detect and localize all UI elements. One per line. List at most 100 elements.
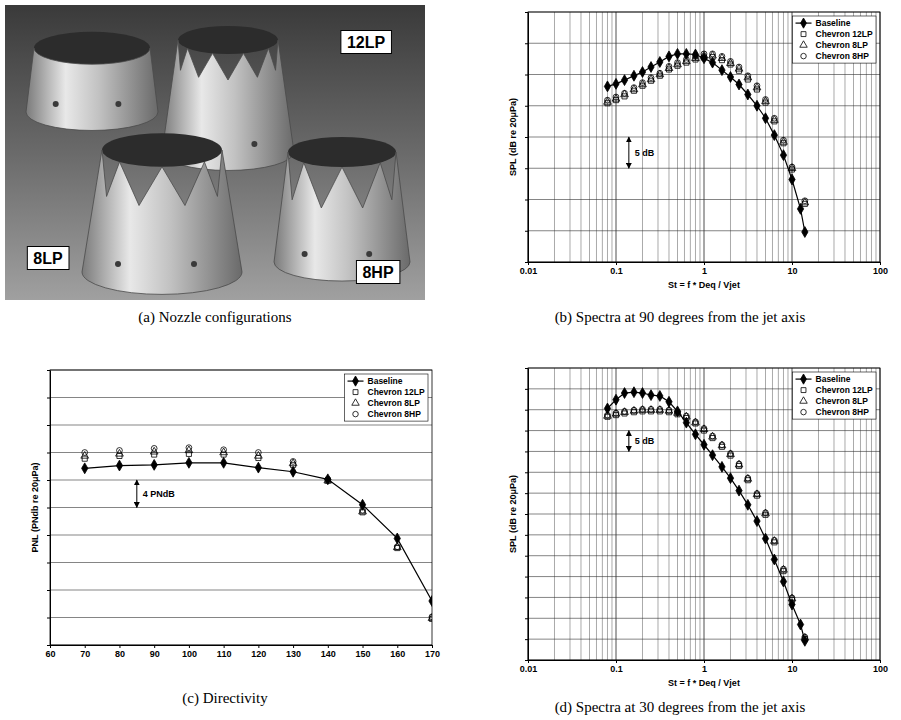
y-grid-line [528, 105, 880, 106]
legend-marker [801, 374, 807, 384]
legend-entry: Chevron 8HP [353, 409, 421, 419]
x-tick: 0.1 [610, 660, 623, 674]
x-tick-label: 120 [251, 649, 266, 659]
x-tick-mark [363, 645, 364, 648]
data-point [719, 461, 725, 472]
y-tick-mark [525, 556, 528, 557]
y-axis-line [528, 369, 529, 661]
y-grid-line [50, 617, 432, 618]
x-tick: 0.1 [610, 262, 623, 276]
data-point [781, 566, 787, 572]
nozzle-hole [53, 101, 59, 107]
plot-frame [528, 12, 880, 262]
x-tick: 1 [702, 262, 707, 276]
data-point [736, 79, 742, 90]
data-point [429, 614, 432, 620]
x-tick: 160 [390, 645, 405, 659]
y-tick [525, 410, 528, 411]
x-tick-mark [328, 645, 329, 648]
data-point [745, 499, 751, 510]
y-tick-mark [47, 645, 50, 646]
nozzle-body [82, 150, 242, 294]
data-point [780, 150, 786, 161]
data-point [186, 457, 192, 468]
data-point [719, 442, 725, 448]
y-tick [47, 398, 50, 399]
legend-marker [353, 390, 358, 395]
data-point [780, 576, 786, 587]
legend-entry: Chevron 8HP [801, 51, 869, 61]
y-tick [525, 556, 528, 557]
data-point [692, 429, 698, 440]
y-grid-line [50, 562, 432, 563]
y-grid-line [528, 137, 880, 138]
data-point [735, 64, 743, 71]
legend-box [793, 372, 876, 419]
x-tick: 130 [286, 645, 301, 659]
data-point [762, 113, 768, 124]
data-point [657, 57, 663, 68]
data-point [604, 81, 610, 92]
y-tick-mark [47, 480, 50, 481]
x-tick-label: 1 [702, 266, 707, 276]
legend-label: Baseline [816, 374, 851, 384]
y-grid-line [528, 472, 880, 473]
y-grid-line [528, 576, 880, 577]
data-point [780, 565, 788, 572]
data-point [801, 198, 809, 205]
panel-caption: (c) Directivity [182, 690, 268, 707]
x-tick-label: 140 [321, 649, 336, 659]
x-tick-label: 70 [80, 649, 90, 659]
y-grid-line [528, 230, 880, 231]
y-grid-line [528, 168, 880, 169]
x-tick: 70 [80, 645, 90, 659]
legend-entry: Baseline [348, 376, 403, 386]
y-grid-line [50, 480, 432, 481]
data-point [728, 451, 734, 457]
y-tick [47, 425, 50, 426]
y-tick-mark [47, 370, 50, 371]
x-axis: 0.010.1110100 [520, 262, 888, 276]
y-tick-mark [525, 535, 528, 536]
legend-marker [801, 32, 806, 37]
data-point [648, 390, 654, 401]
y-grid-line [528, 451, 880, 452]
y-tick-mark [47, 453, 50, 454]
legend-entry: Chevron 8LP [352, 398, 420, 408]
x-tick-label: 100 [182, 649, 197, 659]
chart-panel: 0.010.1110100St = f * Deq / VjetSPL (dB … [508, 12, 888, 290]
legend-box [793, 16, 876, 63]
data-point [639, 406, 647, 413]
y-tick [525, 389, 528, 390]
data-point [648, 406, 654, 412]
y-tick [525, 577, 528, 578]
plot-frame [528, 368, 880, 660]
legend-box [345, 374, 428, 421]
data-point [780, 138, 788, 145]
data-point [621, 75, 627, 86]
data-point [753, 490, 761, 497]
nozzle-hole [191, 261, 197, 267]
y-grid-line [528, 514, 880, 515]
data-point [762, 97, 770, 104]
data-point [657, 70, 663, 76]
x-tick-mark [792, 262, 793, 265]
y-tick-mark [525, 231, 528, 232]
legend-entry: Chevron 8LP [800, 396, 868, 406]
data-point [393, 543, 401, 550]
x-tick: 100 [873, 262, 888, 276]
data-point [709, 450, 715, 461]
data-point [701, 426, 707, 432]
data-point [151, 459, 157, 470]
data-point [754, 491, 760, 497]
data-point [728, 58, 734, 64]
x-tick-mark [880, 660, 881, 663]
photo-label-text: 8HP [362, 264, 393, 281]
x-tick-label: 160 [390, 649, 405, 659]
y-tick-mark [47, 590, 50, 591]
y-tick-mark [525, 451, 528, 452]
grid [528, 12, 880, 262]
x-tick-mark [880, 262, 881, 265]
data-point [186, 445, 192, 451]
x-axis-line [51, 645, 433, 646]
